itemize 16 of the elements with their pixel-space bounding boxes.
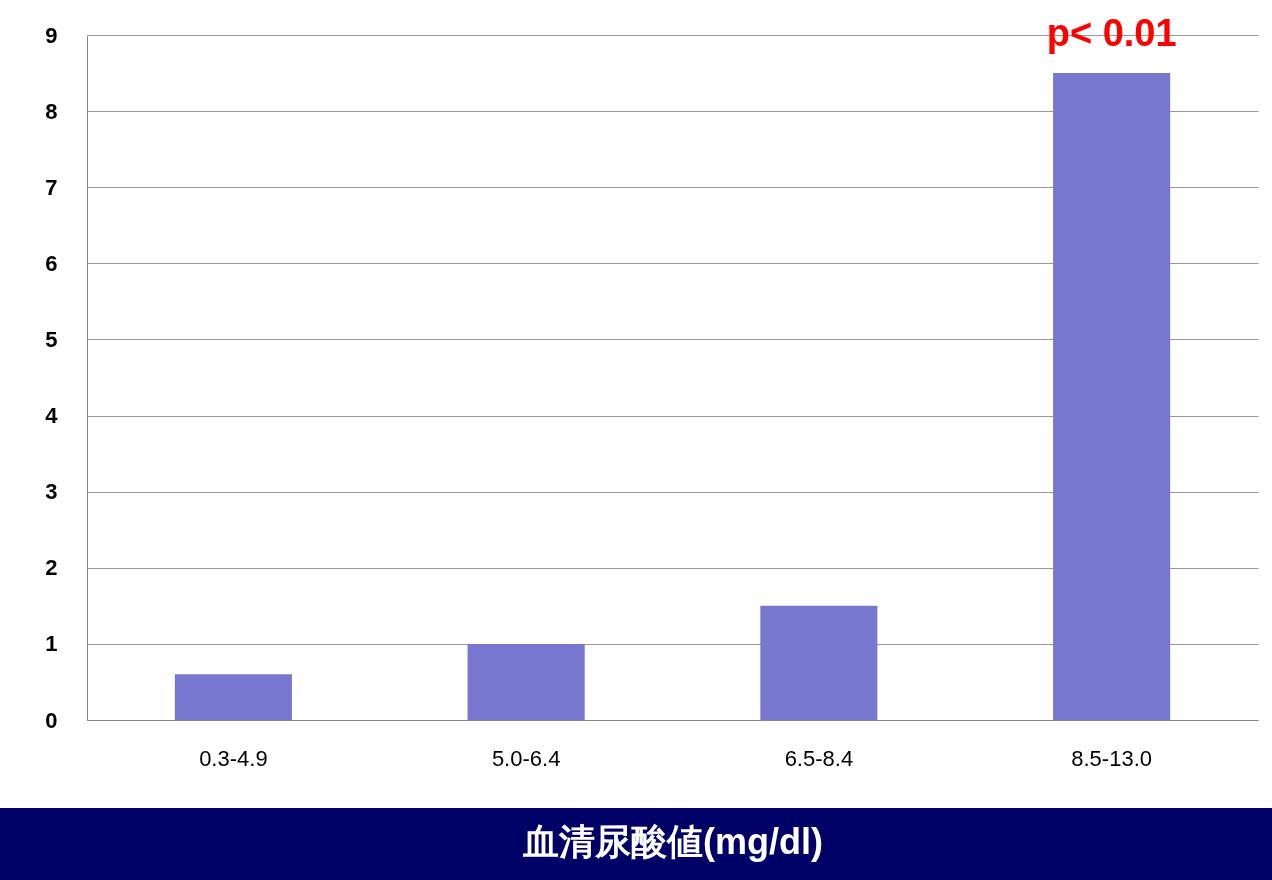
y-tick-label: 1 xyxy=(45,631,58,657)
y-tick-label: 8 xyxy=(45,98,58,124)
x-tick-label: 6.5-8.4 xyxy=(784,745,854,771)
y-tick-label: 5 xyxy=(45,326,58,352)
y-tick-label: 3 xyxy=(45,479,58,505)
x-tick-label: 5.0-6.4 xyxy=(491,745,561,771)
y-tick-label: 0 xyxy=(45,707,58,733)
x-axis-title: 血清尿酸値(mg/dl) xyxy=(522,820,823,862)
y-tick-label: 6 xyxy=(45,250,58,276)
y-tick-label: 4 xyxy=(45,403,59,429)
y-tick-label: 7 xyxy=(45,174,58,200)
x-tick-label: 0.3-4.9 xyxy=(199,745,268,771)
annotation: p< 0.01 xyxy=(1046,12,1177,54)
x-tick-label: 8.5-13.0 xyxy=(1071,745,1152,771)
y-tick-label: 9 xyxy=(45,22,58,48)
y-tick-label: 2 xyxy=(45,555,58,581)
